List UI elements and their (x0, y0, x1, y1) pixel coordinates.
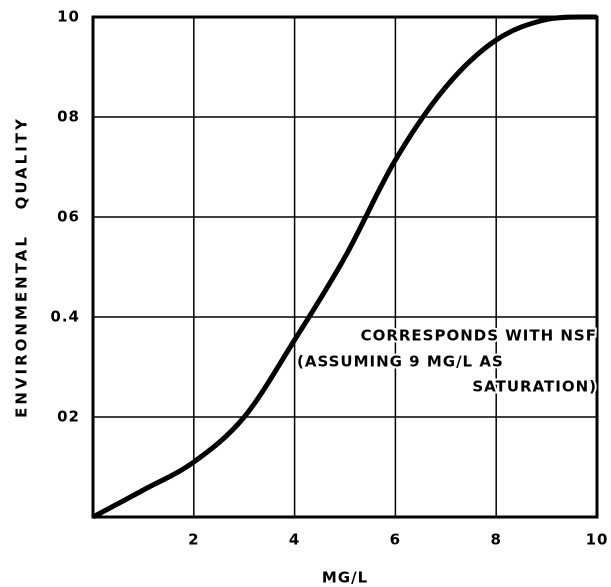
y-tick-label: 08 (57, 108, 80, 126)
plot-frame (91, 15, 599, 519)
x-tick-label: 6 (390, 531, 401, 549)
y-tick-label: 06 (57, 208, 80, 226)
x-tick-label: 4 (289, 531, 300, 549)
y-axis-label: ENVIRONMENTAL QUALITY (13, 116, 31, 418)
data-line (91, 14, 598, 520)
y-tick-label: 10 (57, 8, 80, 26)
y-tick-label: 0.4 (50, 308, 80, 326)
annotation: SATURATION) (472, 378, 597, 396)
x-tick-label: 8 (490, 531, 501, 549)
x-axis-label: MG/L (322, 569, 368, 587)
x-tick-label: 10 (586, 531, 609, 549)
y-tick-label: 02 (57, 408, 80, 426)
x-tick-label: 2 (188, 531, 199, 549)
annotation: (ASSUMING 9 MG/L AS (297, 353, 504, 371)
annotation: CORRESPONDS WITH NSF (361, 327, 597, 345)
